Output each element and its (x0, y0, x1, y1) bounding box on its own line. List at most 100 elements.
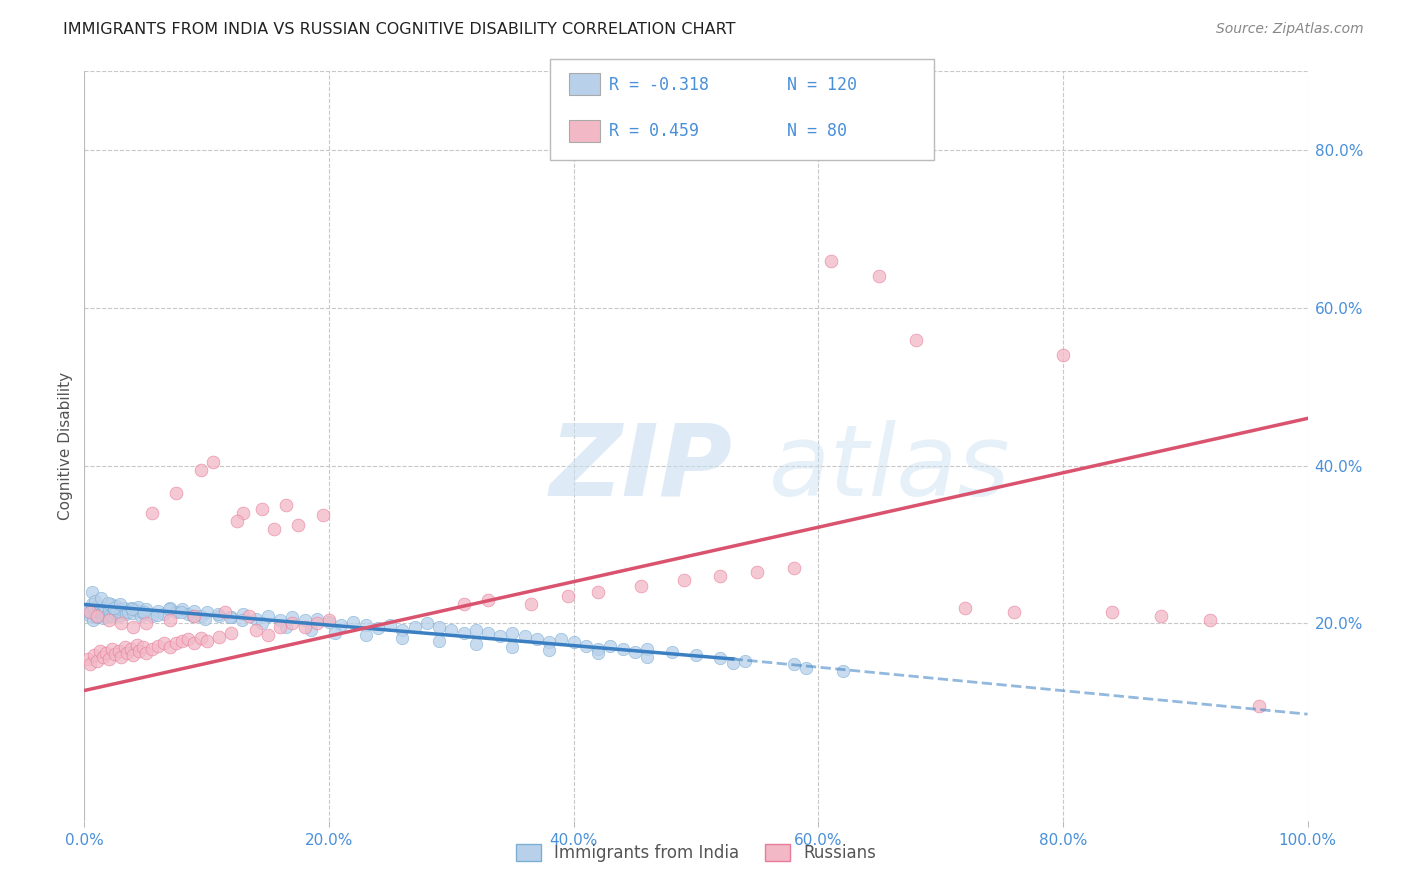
Point (84, 607, 107, 621)
Point (86, 610, 108, 624)
Point (105, 604, 128, 618)
Point (132, 606, 155, 620)
Point (177, 607, 200, 621)
Point (122, 648, 145, 662)
Point (250, 616, 273, 631)
Point (709, 569, 731, 583)
Point (269, 620, 291, 634)
Point (599, 639, 621, 653)
Point (721, 656, 744, 670)
Point (97, 613, 120, 627)
Point (526, 632, 548, 647)
Point (245, 623, 267, 637)
Point (477, 626, 499, 640)
Point (794, 660, 817, 674)
Point (80, 585, 103, 599)
Point (165, 486, 187, 500)
Y-axis label: Cognitive Disability: Cognitive Disability (58, 372, 73, 520)
Point (84, 594, 107, 608)
Point (520, 597, 543, 611)
Point (127, 599, 149, 614)
Point (181, 608, 204, 623)
Point (586, 641, 609, 656)
Point (87, 599, 110, 613)
Point (287, 517, 309, 532)
Point (747, 565, 769, 579)
Point (905, 333, 928, 347)
Point (685, 648, 707, 662)
Point (91, 611, 114, 625)
Point (190, 608, 212, 623)
Point (453, 626, 475, 640)
Point (354, 627, 377, 641)
Point (115, 607, 138, 621)
Point (323, 626, 346, 640)
Point (120, 601, 142, 615)
Text: N = 80: N = 80 (787, 122, 848, 140)
Point (1101, 605, 1123, 619)
Point (79, 605, 101, 619)
Point (330, 618, 353, 632)
Point (276, 619, 298, 633)
Point (120, 641, 142, 656)
Point (831, 664, 853, 678)
Point (97, 652, 120, 666)
Point (115, 646, 138, 660)
Point (404, 619, 426, 633)
Text: N = 120: N = 120 (787, 76, 858, 94)
Point (87, 605, 110, 619)
Point (94, 604, 117, 618)
Text: IMMIGRANTS FROM INDIA VS RUSSIAN COGNITIVE DISABILITY CORRELATION CHART: IMMIGRANTS FROM INDIA VS RUSSIAN COGNITI… (63, 22, 735, 37)
Text: Source: ZipAtlas.com: Source: ZipAtlas.com (1216, 22, 1364, 37)
Point (281, 616, 304, 631)
Point (391, 631, 413, 645)
Point (305, 616, 328, 631)
Point (153, 607, 176, 621)
Point (77, 605, 100, 619)
Point (108, 597, 131, 611)
Point (226, 514, 249, 528)
Point (97, 596, 120, 610)
Point (91, 649, 114, 664)
Point (550, 632, 572, 647)
Point (318, 613, 340, 627)
Point (82, 613, 104, 627)
Point (502, 640, 524, 654)
Point (263, 522, 285, 536)
Point (77, 600, 100, 615)
Point (391, 623, 413, 637)
Point (141, 641, 163, 656)
Point (195, 606, 218, 620)
Point (250, 502, 273, 516)
Point (489, 629, 512, 643)
Point (630, 579, 652, 593)
Point (110, 649, 132, 664)
Point (83, 648, 105, 662)
Point (281, 610, 304, 624)
Point (107, 608, 129, 623)
Point (96, 647, 118, 661)
Point (134, 605, 156, 619)
Point (440, 623, 463, 637)
Point (77, 652, 100, 666)
Point (122, 606, 145, 620)
Point (145, 607, 167, 622)
Point (190, 463, 212, 477)
Point (96, 608, 118, 623)
Point (190, 631, 212, 645)
Point (201, 455, 224, 469)
Point (103, 600, 125, 615)
Point (1198, 613, 1220, 627)
Point (257, 608, 280, 623)
Point (110, 616, 132, 631)
Point (110, 602, 132, 616)
Point (464, 637, 486, 651)
Point (1052, 348, 1074, 362)
Point (783, 561, 806, 575)
Point (427, 619, 450, 633)
Point (98, 607, 121, 622)
Point (562, 635, 585, 649)
Point (86, 608, 108, 623)
Point (103, 602, 125, 616)
Point (101, 609, 124, 624)
